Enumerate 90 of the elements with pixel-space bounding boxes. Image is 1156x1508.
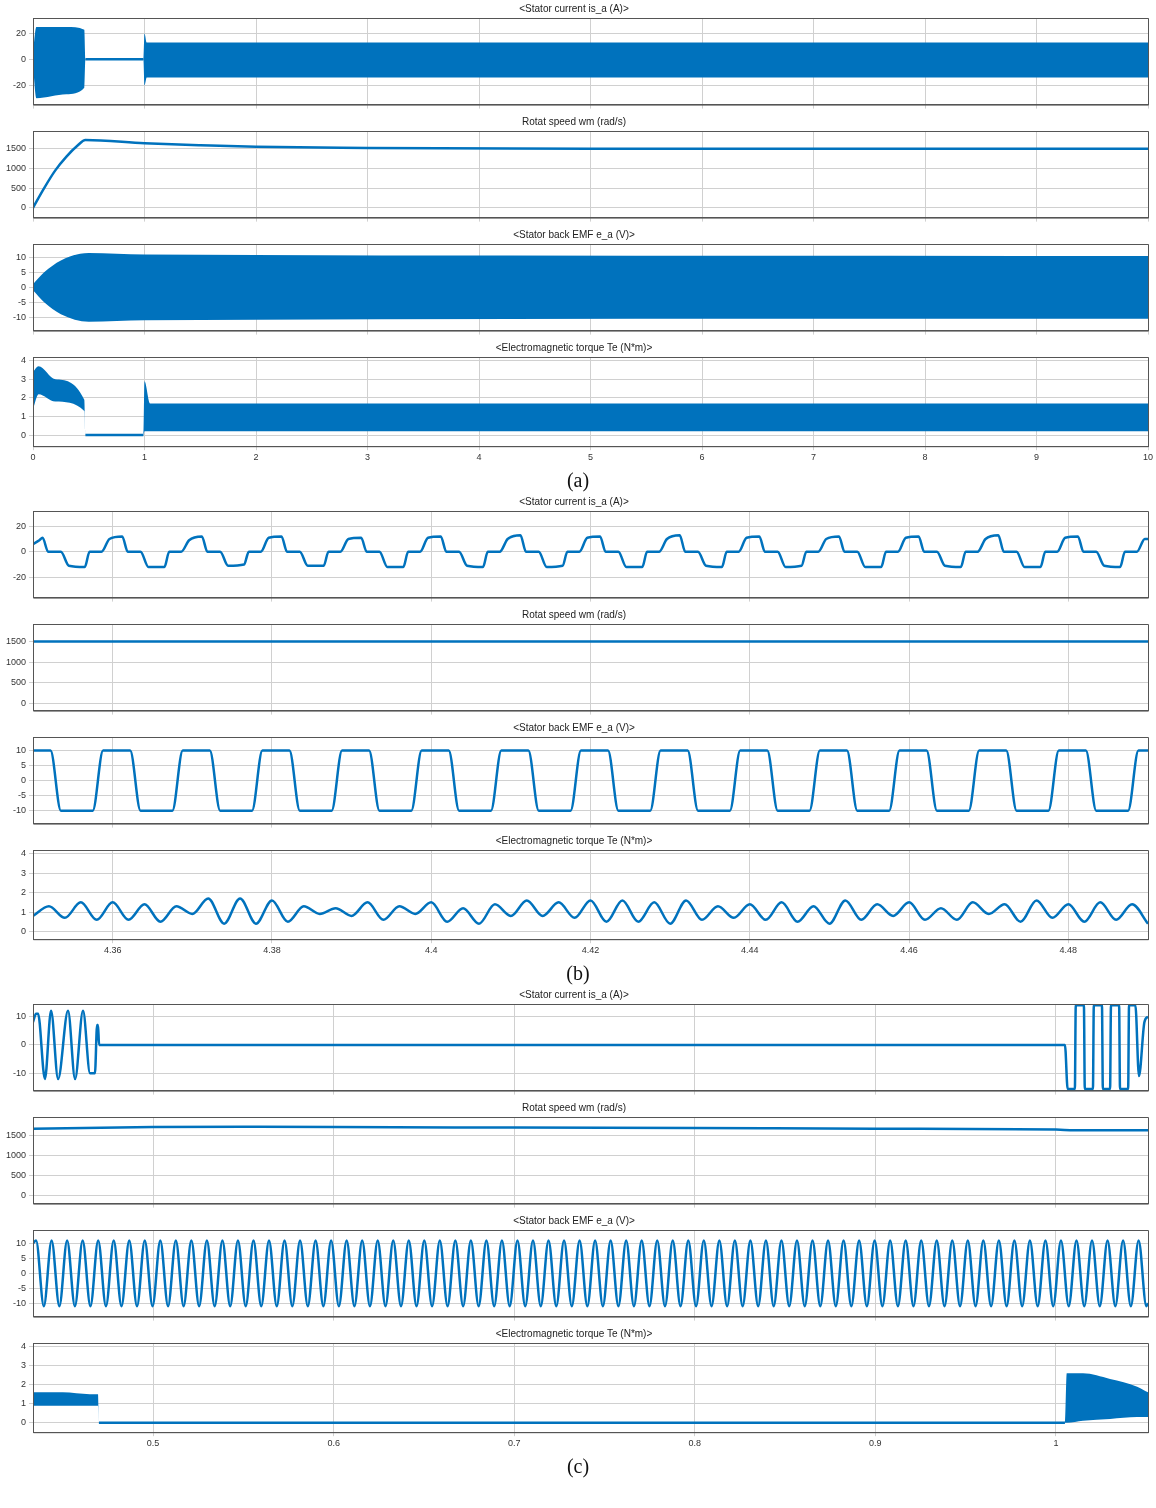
x-tick-label: 0 <box>30 452 36 463</box>
x-tick-label: 4.4 <box>424 945 438 956</box>
y-tick-label: 0 <box>20 775 26 786</box>
y-tick-label: 0 <box>20 53 26 64</box>
x-tick-label: 0.6 <box>327 1438 340 1449</box>
x-tick-label: 4 <box>476 452 482 463</box>
y-tick-label: 10 <box>15 251 26 262</box>
x-tick-label: 4.46 <box>900 945 918 956</box>
y-tick-label: 0 <box>20 1267 26 1278</box>
y-tick-label: 1000 <box>5 162 26 173</box>
y-tick-label: 1500 <box>5 1129 26 1140</box>
y-tick-label: 1 <box>20 410 26 421</box>
y-tick-label: 1 <box>20 1398 26 1409</box>
chart-title: Rotat speed wm (rad/s) <box>522 115 626 127</box>
x-tick-label: 5 <box>587 452 594 463</box>
y-tick-label: 1000 <box>5 656 26 667</box>
y-tick-label: 0 <box>20 429 26 440</box>
y-tick-label: 4 <box>20 848 26 859</box>
chart-title: <Stator back EMF e_a (V)> <box>513 721 636 733</box>
x-tick-label: 4.38 <box>263 945 281 956</box>
y-tick-label: 2 <box>20 1379 26 1390</box>
y-tick-label: 3 <box>20 373 26 384</box>
x-tick-label: 6 <box>699 452 705 463</box>
x-tick-label: 0.9 <box>869 1438 882 1449</box>
x-tick-label: 3 <box>364 452 371 463</box>
x-tick-label: 7 <box>810 452 817 463</box>
y-tick-label: 500 <box>10 182 26 193</box>
x-tick-label: 4.44 <box>741 945 759 956</box>
x-tick-label: 2 <box>253 452 259 463</box>
chart-title: <Electromagnetic torque Te (N*m)> <box>495 834 653 846</box>
y-tick-label: 10 <box>15 745 26 756</box>
y-tick-label: 0 <box>20 1417 26 1428</box>
y-tick-label: -20 <box>12 571 26 582</box>
y-tick-label: 2 <box>20 392 26 403</box>
y-tick-label: 1500 <box>5 143 26 154</box>
y-tick-label: 0 <box>20 925 26 936</box>
y-tick-label: 0 <box>20 1039 26 1050</box>
y-tick-label: 1000 <box>5 1149 26 1160</box>
y-tick-label: -10 <box>12 311 26 322</box>
y-tick-label: 4 <box>20 355 26 366</box>
y-tick-label: -20 <box>12 79 26 90</box>
text: (b) <box>565 961 591 986</box>
y-tick-label: 10 <box>15 1010 26 1021</box>
y-tick-label: 0 <box>20 281 26 292</box>
y-tick-label: 1 <box>20 906 26 917</box>
y-tick-label: -10 <box>12 1297 26 1308</box>
chart-title: <Stator current is_a (A)> <box>519 495 629 507</box>
y-tick-label: 0 <box>20 697 26 708</box>
chart-title: <Electromagnetic torque Te (N*m)> <box>495 1327 653 1339</box>
y-tick-label: 5 <box>20 266 26 277</box>
x-tick-label: 4.36 <box>103 945 122 956</box>
chart-title: Rotat speed wm (rad/s) <box>522 608 626 620</box>
x-tick-label: 8 <box>922 452 928 463</box>
x-tick-label: 0.8 <box>688 1438 702 1449</box>
x-tick-label: 10 <box>1142 452 1154 463</box>
y-tick-label: -5 <box>17 296 26 307</box>
x-tick-label: 0.7 <box>507 1438 521 1449</box>
text: (c) <box>565 1454 591 1479</box>
y-tick-label: 3 <box>20 867 26 878</box>
y-tick-label: 20 <box>15 520 26 531</box>
chart-title: Rotat speed wm (rad/s) <box>522 1101 626 1113</box>
x-tick-label: 9 <box>1033 452 1040 463</box>
chart-title: <Stator current is_a (A)> <box>519 988 629 1000</box>
y-tick-label: 0 <box>20 1190 26 1201</box>
y-tick-label: 3 <box>20 1360 26 1371</box>
y-tick-label: 5 <box>20 1252 26 1263</box>
y-tick-label: -10 <box>12 805 26 816</box>
text: (a) <box>565 468 591 493</box>
x-tick-label: 4.48 <box>1059 945 1078 956</box>
chart-title: <Stator current is_a (A)> <box>519 2 629 14</box>
y-tick-label: 0 <box>20 202 26 213</box>
y-tick-label: 4 <box>20 1341 26 1352</box>
y-tick-label: 5 <box>20 760 26 771</box>
y-tick-label: 500 <box>10 1170 26 1181</box>
y-tick-label: -5 <box>17 790 26 801</box>
y-tick-label: 2 <box>20 887 26 898</box>
y-tick-label: 0 <box>20 546 26 557</box>
x-tick-label: 1 <box>1053 1438 1059 1449</box>
y-tick-label: -5 <box>17 1282 26 1293</box>
x-tick-label: 0.5 <box>146 1438 160 1449</box>
x-tick-label: 4.42 <box>581 945 600 956</box>
x-tick-label: 1 <box>141 452 148 463</box>
y-tick-label: 1500 <box>5 635 26 646</box>
y-tick-label: 10 <box>15 1237 26 1248</box>
y-tick-label: -10 <box>12 1067 26 1078</box>
y-tick-label: 500 <box>10 677 26 688</box>
chart-title: <Electromagnetic torque Te (N*m)> <box>495 341 653 353</box>
chart-title: <Stator back EMF e_a (V)> <box>513 228 636 240</box>
chart-title: <Stator back EMF e_a (V)> <box>513 1214 636 1226</box>
y-tick-label: 20 <box>15 27 26 38</box>
